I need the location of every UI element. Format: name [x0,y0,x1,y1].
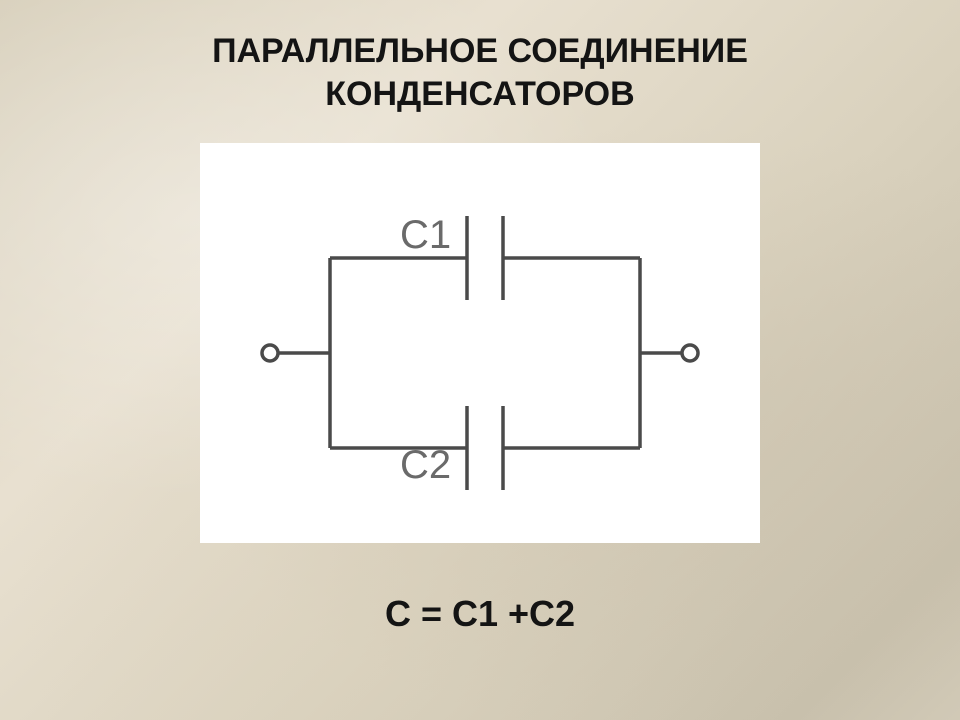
circuit-diagram: С1 С2 [200,143,760,543]
circuit-svg: С1 С2 [200,143,760,543]
slide-title: ПАРАЛЛЕЛЬНОЕ СОЕДИНЕНИЕ КОНДЕНСАТОРОВ [212,30,748,115]
capacitance-formula: С = С1 +С2 [385,593,575,635]
title-line-1: ПАРАЛЛЕЛЬНОЕ СОЕДИНЕНИЕ [212,32,748,70]
title-line-2: КОНДЕНСАТОРОВ [325,75,634,113]
slide-container: ПАРАЛЛЕЛЬНОЕ СОЕДИНЕНИЕ КОНДЕНСАТОРОВ С1… [0,0,960,720]
svg-text:С1: С1 [400,213,451,257]
svg-text:С2: С2 [400,443,451,487]
